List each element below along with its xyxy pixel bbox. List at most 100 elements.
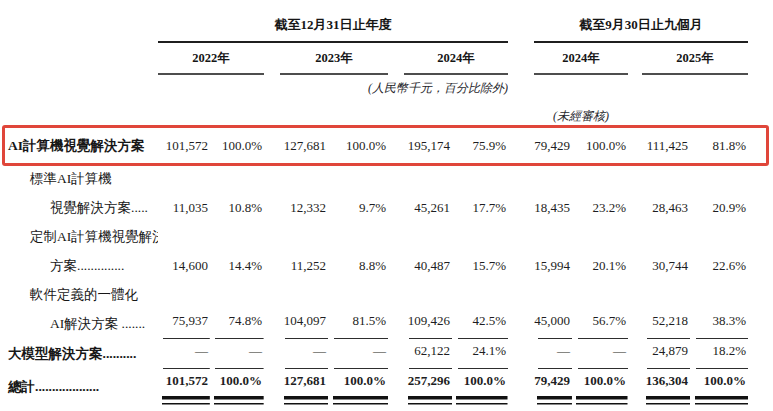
- percent-cell: [210, 164, 264, 193]
- value-cell: —: [158, 339, 210, 369]
- table-body: AI計算機視覺解決方案101,572100.0%127,681100.0%195…: [0, 128, 773, 405]
- value-cell: —: [280, 339, 328, 369]
- gap-cell: [388, 339, 404, 369]
- percent-cell: 14.4%: [210, 251, 264, 280]
- value-cell: [280, 164, 328, 193]
- percent-cell: [452, 164, 508, 193]
- gap-cell: [628, 222, 642, 251]
- gap-cell: [628, 280, 642, 309]
- gap-cell: [0, 100, 534, 128]
- nine-month-period-header: 截至9月30日止九個月: [534, 6, 748, 42]
- gap-cell: [748, 193, 773, 222]
- value-cell: 101,572: [158, 369, 210, 405]
- value-cell: [642, 280, 690, 309]
- gap-cell: [508, 309, 534, 339]
- prospectus-revenue-table-page: 截至12月31日止年度 截至9月30日止九個月 2022年 2023年 2024…: [0, 0, 773, 411]
- gap-cell: [264, 339, 280, 369]
- percent-cell: [572, 280, 628, 309]
- unaudited-note: (未經審核): [534, 100, 628, 128]
- gap-cell: [628, 193, 642, 222]
- percent-cell: [210, 222, 264, 251]
- table-row: 定制AI計算機視覺解決: [0, 222, 773, 251]
- value-cell: 195,174: [404, 128, 452, 164]
- value-cell: —: [534, 339, 572, 369]
- unaudited-note-row: (未經審核): [0, 100, 773, 128]
- row-label: 總計...................: [0, 369, 158, 405]
- gap-cell: [628, 128, 642, 164]
- value-cell: [642, 222, 690, 251]
- gap-cell: [748, 280, 773, 309]
- percent-cell: 38.3%: [690, 309, 748, 339]
- percent-cell: [452, 280, 508, 309]
- percent-cell: 9.7%: [328, 193, 388, 222]
- value-cell: 24,879: [642, 339, 690, 369]
- percent-cell: 81.5%: [328, 309, 388, 339]
- percent-cell: 100.0%: [572, 369, 628, 405]
- gap-cell: [628, 100, 773, 128]
- currency-note: (人民幣千元，百分比除外): [158, 74, 508, 100]
- percent-cell: —: [328, 339, 388, 369]
- value-cell: 136,304: [642, 369, 690, 405]
- gap-cell: [508, 74, 773, 100]
- gap-cell: [508, 280, 534, 309]
- gap-cell: [628, 164, 642, 193]
- row-label: 大模型解決方案..........: [0, 339, 158, 369]
- value-cell: 79,429: [534, 369, 572, 405]
- value-cell: 18,435: [534, 193, 572, 222]
- value-cell: 101,572: [158, 128, 210, 164]
- gap-cell: [748, 128, 773, 164]
- gap-cell: [264, 309, 280, 339]
- percent-cell: 100.0%: [328, 369, 388, 405]
- gap-cell: [264, 280, 280, 309]
- value-cell: 257,296: [404, 369, 452, 405]
- table-row: 標準AI計算機: [0, 164, 773, 193]
- value-cell: [642, 164, 690, 193]
- value-cell: [280, 280, 328, 309]
- gap-cell: [264, 369, 280, 405]
- gap-cell: [388, 128, 404, 164]
- gap-cell: [628, 339, 642, 369]
- percent-cell: —: [210, 339, 264, 369]
- percent-cell: [690, 222, 748, 251]
- gap-cell: [264, 251, 280, 280]
- year-2023-header: 2023年: [280, 42, 388, 74]
- percent-cell: 100.0%: [328, 128, 388, 164]
- table-row: 方案..............14,60014.4%11,2528.8%40,…: [0, 251, 773, 280]
- percent-cell: 74.8%: [210, 309, 264, 339]
- revenue-breakdown-table: 截至12月31日止年度 截至9月30日止九個月 2022年 2023年 2024…: [0, 6, 773, 405]
- gap-cell: [508, 251, 534, 280]
- percent-cell: 18.2%: [690, 339, 748, 369]
- percent-cell: [690, 164, 748, 193]
- row-label: 定制AI計算機視覺解決: [0, 222, 158, 251]
- value-cell: [158, 222, 210, 251]
- percent-cell: —: [572, 339, 628, 369]
- value-cell: 109,426: [404, 309, 452, 339]
- percent-cell: 100.0%: [452, 369, 508, 405]
- row-label: AI解決方案 .......: [0, 309, 158, 339]
- percent-cell: 8.8%: [328, 251, 388, 280]
- gap-cell: [388, 309, 404, 339]
- value-cell: 111,425: [642, 128, 690, 164]
- row-label: 視覺解決方案.....: [0, 193, 158, 222]
- percent-cell: 17.7%: [452, 193, 508, 222]
- year-2022-header: 2022年: [158, 42, 264, 74]
- percent-cell: 42.5%: [452, 309, 508, 339]
- percent-cell: 56.7%: [572, 309, 628, 339]
- table-row: 大模型解決方案..........————62,12224.1%——24,879…: [0, 339, 773, 369]
- value-cell: 40,487: [404, 251, 452, 280]
- year-2024-header: 2024年: [404, 42, 508, 74]
- percent-cell: 20.1%: [572, 251, 628, 280]
- gap-cell: [508, 193, 534, 222]
- percent-cell: 100.0%: [572, 128, 628, 164]
- table-row: AI計算機視覺解決方案101,572100.0%127,681100.0%195…: [0, 128, 773, 164]
- gap-cell: [628, 369, 642, 405]
- period-group-header-row: 截至12月31日止年度 截至9月30日止九個月: [0, 6, 773, 42]
- percent-cell: 23.2%: [572, 193, 628, 222]
- value-cell: 127,681: [280, 369, 328, 405]
- gap-cell: [748, 164, 773, 193]
- gap-cell: [748, 369, 773, 405]
- value-cell: 79,429: [534, 128, 572, 164]
- gap-cell: [264, 222, 280, 251]
- gap-cell: [508, 339, 534, 369]
- percent-cell: [328, 280, 388, 309]
